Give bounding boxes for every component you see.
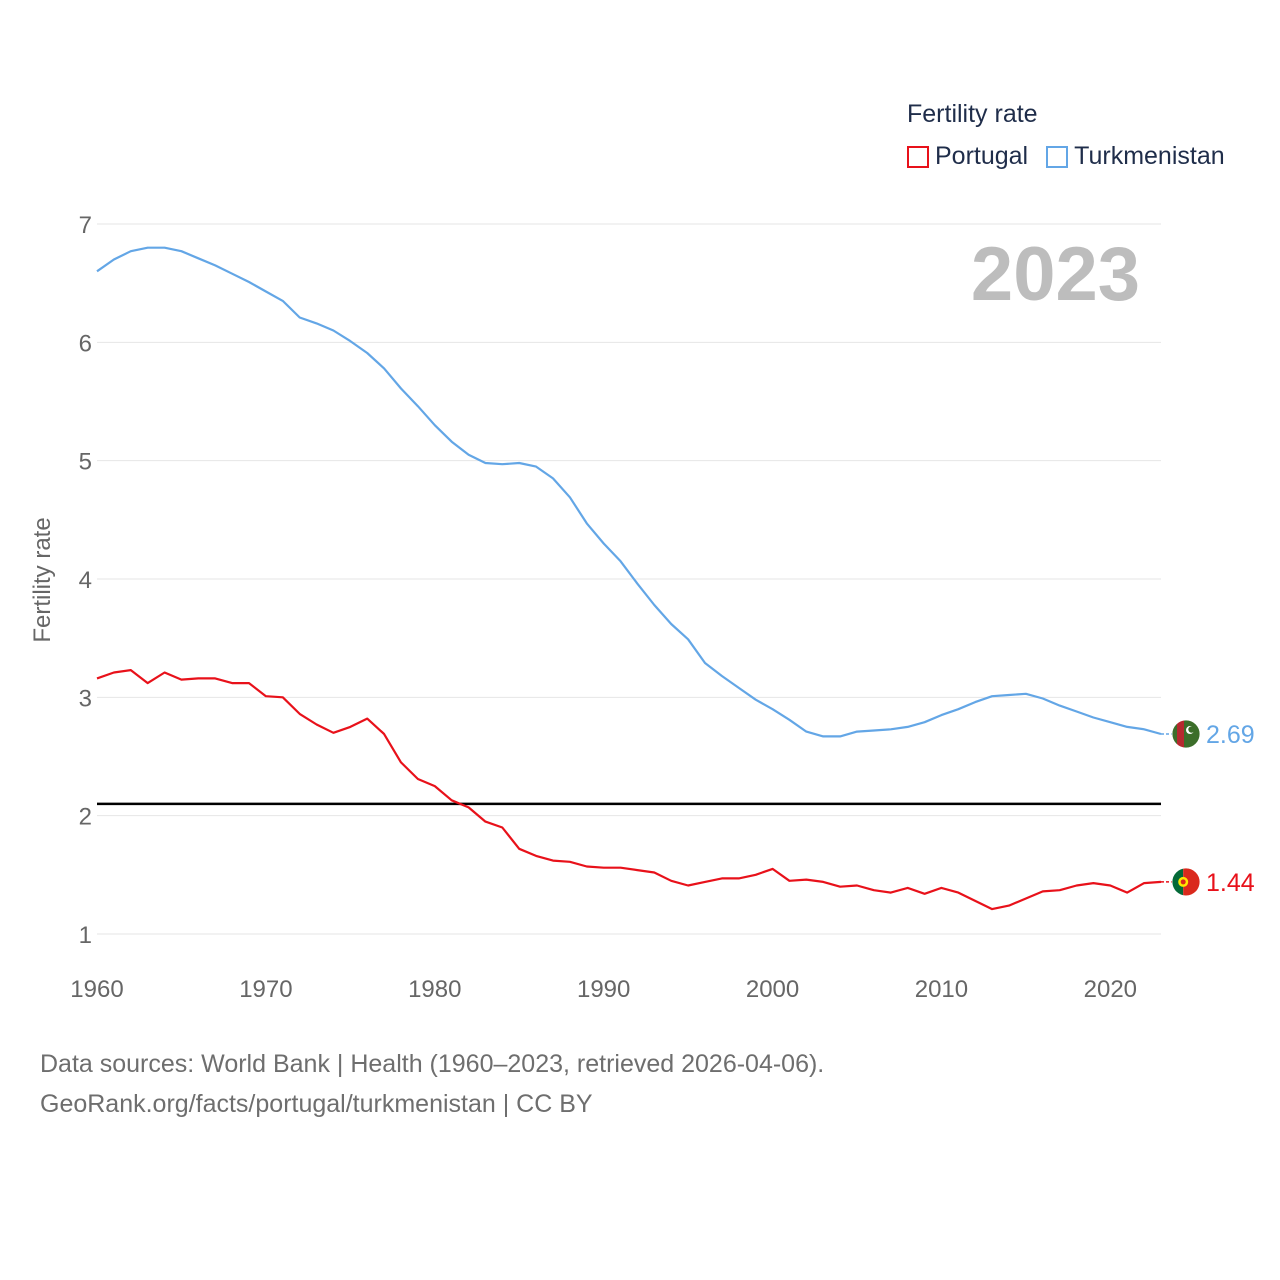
turkmenistan-flag-icon [1171, 719, 1201, 749]
series-lines [96, 246, 1162, 911]
x-tick-label: 1980 [408, 976, 461, 1003]
legend: Portugal Turkmenistan [907, 142, 1243, 171]
series-line-portugal [96, 668, 1162, 911]
legend-item-turkmenistan[interactable]: Turkmenistan [1046, 142, 1225, 171]
footer-attribution[interactable]: GeoRank.org/facts/portugal/turkmenistan … [40, 1090, 593, 1118]
footer-sources: Data sources: World Bank | Health (1960–… [40, 1050, 825, 1078]
gridlines [97, 223, 1161, 935]
legend-label-turkmenistan: Turkmenistan [1074, 142, 1225, 170]
series-line-turkmenistan [96, 246, 1162, 738]
x-tick-label: 2000 [746, 976, 799, 1003]
y-tick-label: 5 [79, 449, 92, 476]
series-endpoints: 1.44 2.69 [1161, 719, 1255, 897]
year-watermark: 2023 [971, 232, 1140, 317]
y-axis-label: Fertility rate [29, 517, 56, 642]
x-tick-label: 2020 [1084, 976, 1137, 1003]
legend-item-portugal[interactable]: Portugal [907, 142, 1028, 171]
y-tick-label: 2 [79, 804, 92, 831]
y-tick-label: 7 [79, 212, 92, 239]
x-tick-label: 2010 [915, 976, 968, 1003]
end-value-label-turkmenistan: 2.69 [1206, 721, 1255, 749]
end-value-label-portugal: 1.44 [1206, 869, 1255, 897]
y-axis-ticks: 1 2 3 4 5 6 7 [79, 212, 92, 949]
legend-title: Fertility rate [907, 100, 1038, 128]
y-tick-label: 4 [79, 567, 92, 594]
x-axis-ticks: 1960 1970 1980 1990 2000 2010 2020 [70, 976, 1137, 1003]
legend-swatch-turkmenistan [1046, 145, 1069, 168]
footer: Data sources: World Bank | Health (1960–… [40, 1044, 824, 1124]
x-tick-label: 1970 [239, 976, 292, 1003]
x-tick-label: 1960 [70, 976, 123, 1003]
legend-swatch-portugal [907, 145, 929, 168]
y-tick-label: 3 [79, 685, 92, 712]
x-tick-label: 1990 [577, 976, 630, 1003]
y-tick-label: 6 [79, 330, 92, 357]
y-tick-label: 1 [79, 922, 92, 949]
legend-label-portugal: Portugal [935, 142, 1029, 170]
portugal-flag-icon [1171, 867, 1201, 897]
